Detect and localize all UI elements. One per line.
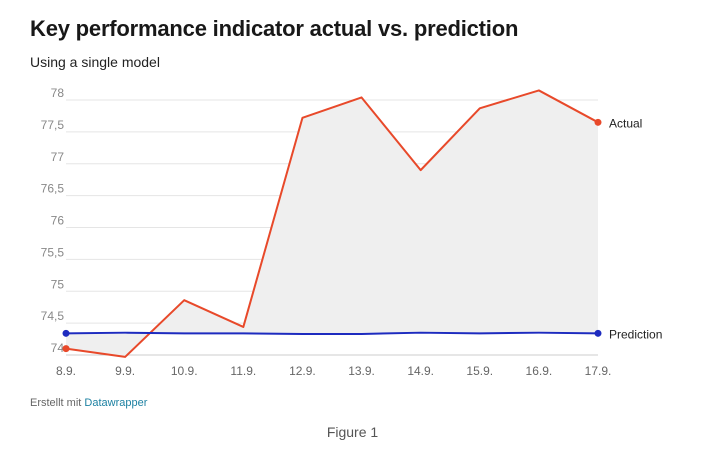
y-tick-label: 76,5	[41, 182, 65, 196]
y-tick-label: 75	[51, 277, 65, 291]
x-tick-label: 11.9.	[230, 364, 256, 378]
x-tick-label: 17.9.	[585, 364, 612, 378]
x-tick-label: 15.9.	[466, 364, 493, 378]
x-tick-label: 14.9.	[407, 364, 434, 378]
x-tick-label: 10.9.	[171, 364, 198, 378]
y-tick-label: 77	[51, 150, 65, 164]
point-actual	[62, 345, 70, 353]
y-tick-label: 74,5	[41, 309, 65, 323]
series-line-actual	[65, 89, 599, 358]
point-actual	[594, 118, 602, 126]
chart-title: Key performance indicator actual vs. pre…	[30, 16, 519, 41]
series-label-actual: Actual	[609, 116, 642, 130]
gap-area	[66, 90, 598, 357]
end-points	[62, 118, 602, 353]
x-tick-label: 16.9.	[526, 364, 553, 378]
credit-footer: Erstellt mit Datawrapper	[30, 397, 147, 409]
credit-prefix: Erstellt mit	[30, 397, 82, 409]
series-labels: Actual Prediction	[609, 116, 662, 341]
datawrapper-link[interactable]: Datawrapper	[84, 397, 148, 409]
series-label-prediction: Prediction	[609, 327, 662, 341]
y-tick-label: 77,5	[41, 118, 65, 132]
figure-caption: Figure 1	[326, 424, 379, 440]
line-chart: 74 74,5 75 75,5 76 76,5 77 77,5 78 Actual Predict…	[41, 86, 663, 378]
y-tick-label: 76	[51, 214, 65, 228]
x-tick-label: 12.9.	[289, 364, 316, 378]
y-axis-ticks: 74 74,5 75 75,5 76 76,5 77 77,5 78	[41, 86, 65, 355]
y-tick-label: 74	[51, 341, 65, 355]
x-tick-label: 8.9.	[56, 364, 76, 378]
x-axis-ticks: 8.9. 9.9. 10.9. 11.9. 12.9. 13.9. 14.9. 15.9. 16…	[56, 364, 611, 378]
series-lines	[65, 89, 599, 358]
point-prediction	[62, 329, 70, 337]
y-tick-label: 75,5	[41, 245, 65, 259]
series-line-prediction	[65, 331, 599, 335]
x-tick-label: 13.9.	[348, 364, 375, 378]
gap-area-fill	[66, 90, 598, 357]
chart-subtitle: Using a single model	[30, 54, 160, 70]
x-tick-label: 9.9.	[115, 364, 135, 378]
point-prediction	[594, 329, 602, 337]
y-tick-label: 78	[51, 86, 65, 100]
